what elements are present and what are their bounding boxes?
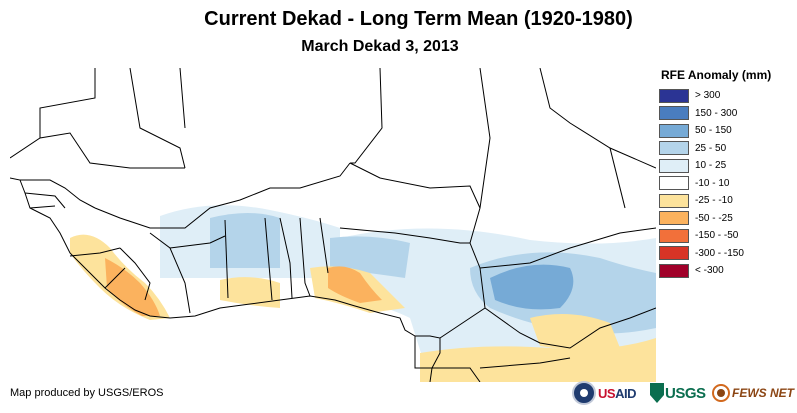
border-line [279,217,293,299]
legend-label: -10 - 10 [695,177,730,189]
border-line [104,267,126,289]
border-line [10,132,185,169]
border-line [24,192,66,209]
legend-item: 25 - 50 [659,140,795,158]
legend: RFE Anomaly (mm) > 300 150 - 300 50 - 150 2… [659,68,795,280]
border-line [414,336,481,382]
border-line [469,68,491,244]
legend-label: > 300 [695,90,721,102]
border-line [119,247,151,301]
anomaly-patch [220,277,280,308]
anomaly-map [10,68,656,382]
border-line [479,227,656,269]
anomaly-patch [330,236,410,278]
border-line [484,307,656,349]
usgs-mark-icon [650,383,664,403]
border-line [350,68,383,164]
legend-swatch [659,193,689,208]
legend-label: 10 - 25 [695,160,727,172]
legend-label: -300 - -150 [695,247,744,259]
country-borders [10,68,656,382]
legend-swatch [659,176,689,191]
legend-item: -150 - -50 [659,227,795,245]
legend-label: < -300 [695,265,724,277]
legend-item: < -300 [659,262,795,280]
anomaly-patch [210,213,280,268]
border-line [129,68,186,169]
legend-swatch [659,158,689,173]
legend-item: 150 - 300 [659,105,795,123]
usgs-logo-text: USGS [665,384,706,402]
border-line [319,217,329,274]
anomaly-patch [490,264,574,310]
legend-item: 50 - 150 [659,122,795,140]
border-line [609,147,626,209]
usaid-seal-icon [572,381,596,405]
legend-swatch [659,141,689,156]
usaid-logo: USAID [572,378,636,408]
border-line [169,235,226,249]
map-title: Current Dekad - Long Term Mean (1920-198… [204,8,633,30]
anomaly-fields [70,205,656,382]
border-line [349,162,481,209]
legend-items: > 300 150 - 300 50 - 150 25 - 50 10 - 25 -10 … [659,87,795,280]
legend-swatch [659,246,689,261]
legend-item: -25 - -10 [659,192,795,210]
usgs-logo: USGS [650,378,706,408]
legend-item: -50 - -25 [659,210,795,228]
border-line [29,205,56,209]
fews-globe-icon [712,384,730,402]
border-line [179,68,186,129]
legend-item: -10 - 10 [659,175,795,193]
legend-swatch [659,123,689,138]
legend-label: -25 - -10 [695,195,733,207]
legend-swatch [659,263,689,278]
border-line [339,227,470,244]
usaid-logo-text: USAID [598,385,636,401]
legend-label: -50 - -25 [695,212,733,224]
credit-text: Map produced by USGS/EROS [10,387,164,399]
legend-item: > 300 [659,87,795,105]
legend-swatch [659,228,689,243]
border-line [69,247,121,257]
border-line [20,179,96,209]
fews-logo-text: FEWS NET [732,386,794,400]
anomaly-patch [105,258,160,316]
border-line [264,217,273,301]
border-line [539,68,656,169]
border-line [39,68,96,138]
legend-swatch [659,106,689,121]
border-line [224,219,229,299]
border-line [299,217,311,297]
map-subtitle: March Dekad 3, 2013 [301,38,459,55]
legend-label: 25 - 50 [695,142,727,154]
legend-item: -300 - -150 [659,245,795,263]
logo-bar: USAID USGS FEWS NET [572,378,794,408]
legend-item: 10 - 25 [659,157,795,175]
anomaly-patch [328,266,382,303]
coastline [10,177,441,382]
fews-net-logo: FEWS NET [712,378,794,408]
border-line [479,357,571,369]
legend-label: 150 - 300 [695,107,738,119]
legend-label: 50 - 150 [695,125,732,137]
legend-swatch [659,211,689,226]
legend-label: -150 - -50 [695,230,739,242]
border-line [149,232,191,314]
border-line [94,162,351,229]
legend-swatch [659,88,689,103]
legend-title: RFE Anomaly (mm) [661,68,772,82]
anomaly-patch [530,314,620,351]
